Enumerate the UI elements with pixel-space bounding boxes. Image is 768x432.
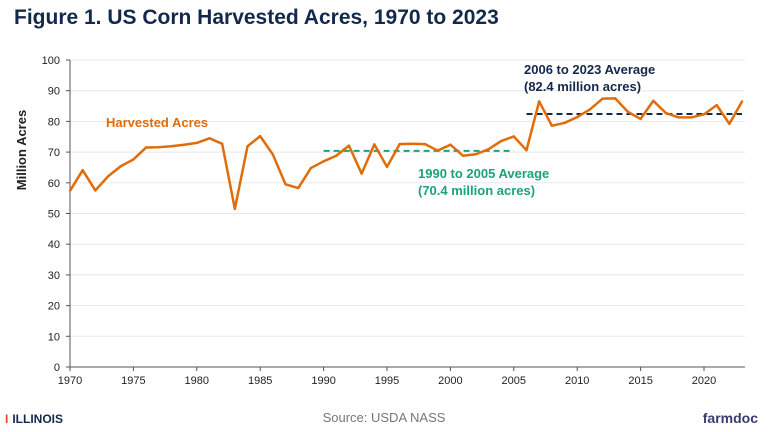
data-point <box>81 169 84 172</box>
data-point <box>271 153 275 156</box>
y-axis-label: Million Acres <box>14 110 29 190</box>
source-note: Source: USDA NASS <box>322 410 446 425</box>
x-tick-label: 1980 <box>185 375 209 387</box>
chart-title: Figure 1. US Corn Harvested Acres, 1970 … <box>14 6 499 29</box>
data-point <box>740 100 744 103</box>
data-point <box>639 117 642 121</box>
data-point <box>106 175 110 178</box>
x-tick-label: 2010 <box>565 375 589 387</box>
data-point <box>588 108 592 111</box>
data-point <box>360 172 363 175</box>
data-point <box>423 142 427 146</box>
data-point <box>512 135 515 138</box>
data-point <box>601 97 604 100</box>
data-point <box>347 144 351 147</box>
data-point <box>385 165 389 169</box>
data-point <box>411 142 414 146</box>
data-point <box>233 207 237 211</box>
data-point <box>322 160 325 163</box>
data-point <box>284 183 287 186</box>
illinois-logo-text: ILLINOIS <box>12 412 64 426</box>
x-tick-label: 2000 <box>438 375 462 387</box>
illinois-logo: I ILLINOIS <box>5 412 63 426</box>
x-tick-label: 2005 <box>502 375 526 387</box>
average-value-label: (82.4 million acres) <box>524 79 641 94</box>
y-tick-label: 40 <box>48 239 60 251</box>
data-point <box>487 148 490 151</box>
data-point <box>664 111 668 115</box>
data-point <box>94 189 97 192</box>
data-point <box>182 143 186 146</box>
farmdoc-logo: farmdoc <box>702 410 758 426</box>
data-point <box>715 103 718 107</box>
series-label: Harvested Acres <box>106 115 208 130</box>
data-point <box>132 158 135 161</box>
data-point <box>728 122 731 126</box>
y-tick-label: 50 <box>48 209 60 221</box>
data-point <box>246 145 249 148</box>
y-tick-label: 70 <box>48 147 60 159</box>
x-tick-label: 1975 <box>121 375 145 387</box>
data-point <box>525 149 528 152</box>
x-tick-label: 2015 <box>628 375 652 387</box>
y-tick-label: 20 <box>48 301 60 313</box>
y-tick-label: 100 <box>42 55 60 67</box>
data-point <box>550 124 554 127</box>
average-label: 1990 to 2005 Average <box>418 166 549 181</box>
data-point <box>373 143 376 146</box>
y-tick-label: 10 <box>48 331 60 343</box>
data-point <box>436 149 439 152</box>
data-point <box>335 154 338 157</box>
data-point <box>537 100 541 103</box>
data-point <box>652 99 655 103</box>
data-point <box>259 134 262 138</box>
data-point <box>170 145 173 148</box>
line-chart: 0 10 20 30 40 50 60 70 80 90 100 1970 1975 1980 1985 19… <box>14 55 745 387</box>
x-tick-label: 1990 <box>311 375 335 387</box>
data-point <box>576 115 579 119</box>
y-tick-label: 60 <box>48 178 60 190</box>
data-point <box>195 141 198 145</box>
data-point <box>626 110 630 114</box>
data-point <box>690 116 693 119</box>
data-point <box>702 113 706 116</box>
data-point <box>398 142 401 146</box>
data-point <box>563 121 566 125</box>
y-tick-label: 80 <box>48 116 60 128</box>
data-point <box>499 139 503 143</box>
x-tick-label: 1985 <box>248 375 272 387</box>
y-tick-label: 90 <box>48 86 60 98</box>
series-line <box>68 97 744 211</box>
y-tick-label: 30 <box>48 270 60 282</box>
data-point <box>297 186 300 190</box>
data-point <box>614 97 617 100</box>
data-point <box>677 116 680 119</box>
average-label: 2006 to 2023 Average <box>524 62 655 77</box>
data-point <box>220 142 224 146</box>
data-point <box>461 154 465 157</box>
data-point <box>449 143 452 146</box>
x-tick-label: 1995 <box>375 375 399 387</box>
data-point <box>144 146 148 149</box>
data-point <box>119 165 122 168</box>
data-point <box>309 166 313 170</box>
y-tick-label: 0 <box>54 362 60 374</box>
data-point <box>474 153 477 156</box>
block-i-icon: I <box>5 412 9 426</box>
data-point <box>157 145 160 149</box>
data-point <box>208 137 211 140</box>
data-point <box>68 189 72 192</box>
x-tick-label: 1970 <box>58 375 82 387</box>
average-value-label: (70.4 million acres) <box>418 183 535 198</box>
x-tick-label: 2020 <box>692 375 716 387</box>
